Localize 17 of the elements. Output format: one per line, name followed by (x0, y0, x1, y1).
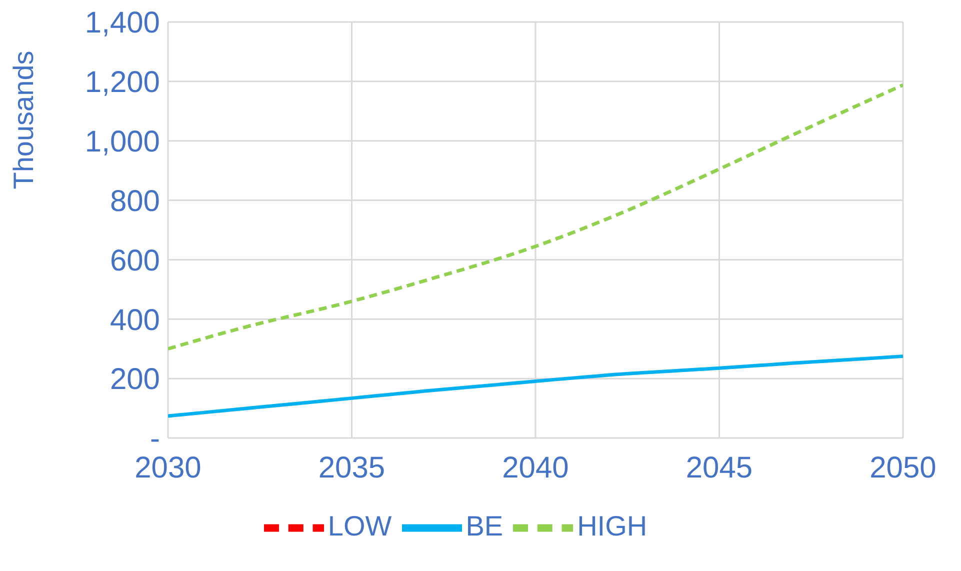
y-tick-label: 600 (110, 244, 160, 278)
x-tick-label: 2050 (870, 451, 936, 484)
x-tick-label: 2045 (686, 451, 753, 484)
y-tick-label: 1,400 (84, 6, 160, 40)
y-tick-label: 800 (110, 184, 160, 218)
y-tick-label: 1,000 (84, 126, 160, 159)
x-tick-label: 2035 (318, 451, 386, 484)
y-tick-label: 200 (110, 363, 160, 396)
line-series (168, 354, 903, 418)
y-axis-title: Thousands (8, 50, 39, 190)
legend-label: HIGH (577, 510, 648, 542)
legend-label: BE (466, 510, 504, 542)
x-tick-label: 2040 (502, 451, 569, 484)
line-series (168, 83, 903, 351)
y-tick-label: 1,200 (84, 66, 160, 100)
legend-label: LOW (328, 510, 392, 542)
y-tick-label: 400 (110, 304, 160, 337)
